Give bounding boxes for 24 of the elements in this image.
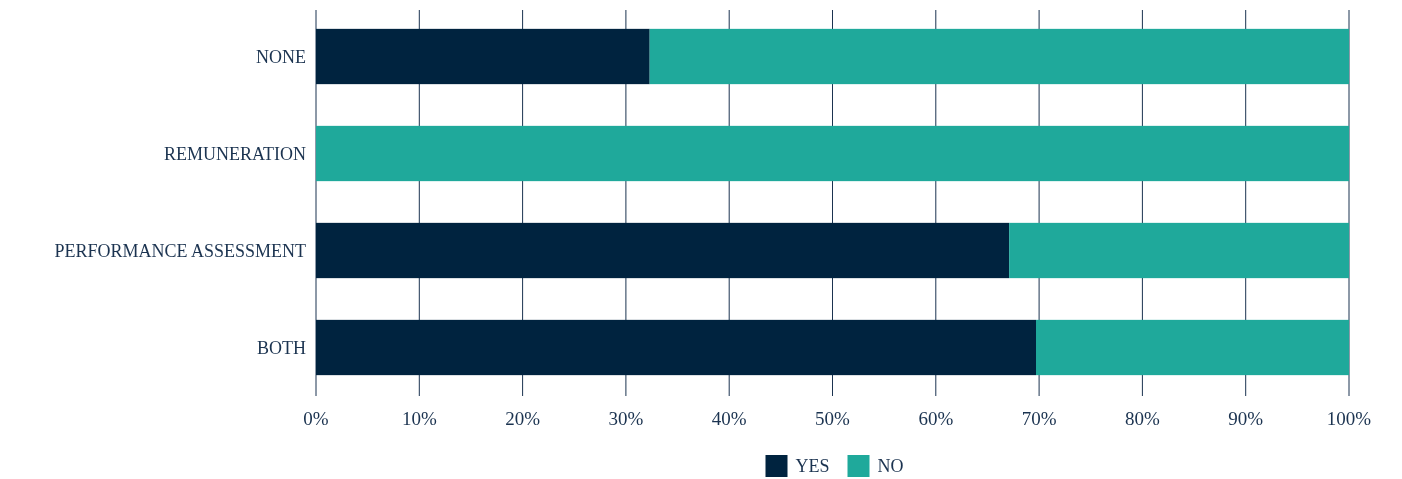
y-tick-label: REMUNERATION [164, 143, 306, 164]
y-tick-label: BOTH [257, 337, 306, 358]
x-tick-label: 40% [711, 407, 747, 429]
x-tick-label: 10% [401, 407, 437, 429]
x-tick-label: 90% [1228, 407, 1264, 429]
x-tick-label: 30% [608, 407, 644, 429]
x-tick-label: 70% [1021, 407, 1057, 429]
bar [649, 28, 1349, 85]
bar [316, 125, 1349, 182]
x-tick-label: 100% [1326, 407, 1372, 429]
bar [1009, 222, 1349, 279]
x-tick-label: 50% [815, 407, 851, 429]
y-tick-label: PERFORMANCE ASSESSMENT [54, 240, 306, 261]
bar [316, 28, 650, 85]
x-tick-label: 20% [505, 407, 541, 429]
legend-label: NO [877, 456, 904, 477]
bar [1036, 319, 1349, 376]
x-tick-label: 0% [303, 407, 329, 429]
legend-label: YES [795, 456, 830, 477]
x-tick-label: 80% [1124, 407, 1160, 429]
bar [316, 319, 1036, 376]
bar [316, 222, 1010, 279]
x-tick-label: 60% [918, 407, 954, 429]
y-tick-label: NONE [256, 46, 306, 67]
